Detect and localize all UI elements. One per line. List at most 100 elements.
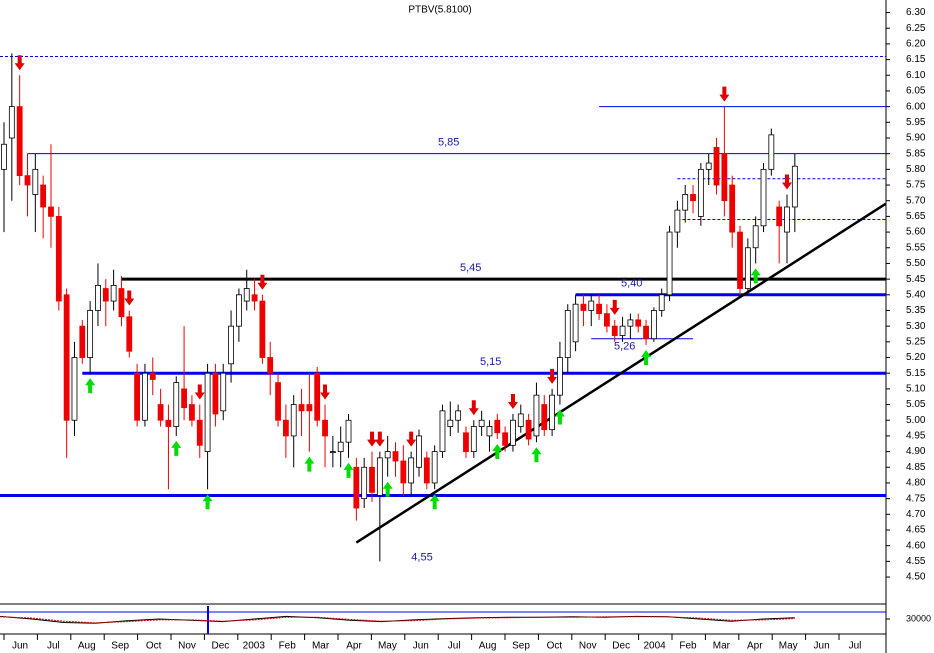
candle-body <box>564 310 571 358</box>
level-label: 5,26 <box>614 341 635 353</box>
y-tick-label: 5.80 <box>906 164 926 175</box>
candle-body <box>149 372 156 380</box>
sell-arrow <box>507 393 518 409</box>
candle-body <box>791 165 798 208</box>
x-tick-label: Dec <box>612 641 630 652</box>
candle-body <box>463 432 469 453</box>
candle-body <box>322 419 328 437</box>
candle-body <box>243 288 250 302</box>
y-tick-label: 5.35 <box>906 305 926 316</box>
x-tick-label: May <box>378 641 397 652</box>
candle-body <box>611 325 618 336</box>
x-tick-label: Nov <box>579 641 597 652</box>
level-label: 5,85 <box>438 137 459 149</box>
candle-body <box>455 410 462 421</box>
candle-body <box>760 168 767 227</box>
candle-body <box>235 294 242 327</box>
sell-arrow <box>374 431 385 447</box>
candle-body <box>729 184 736 233</box>
candle-body <box>55 215 62 302</box>
candle-body <box>40 184 47 208</box>
x-tick-label: Mar <box>713 641 731 652</box>
candle-body <box>48 206 54 217</box>
candle-body <box>196 419 203 446</box>
candle-body <box>784 206 790 233</box>
candle-body <box>314 372 321 421</box>
candle-body <box>416 435 422 468</box>
x-tick-label: 2004 <box>643 641 666 652</box>
candle-body <box>408 457 415 484</box>
candle-body <box>588 300 595 311</box>
candle-body <box>275 382 281 421</box>
y-tick-label: 5.10 <box>906 384 926 395</box>
candle-body <box>635 319 642 327</box>
sell-arrow <box>14 55 25 71</box>
x-tick-label: Sep <box>512 641 530 652</box>
candle-body <box>228 325 234 365</box>
candle-body <box>290 404 297 437</box>
level-label: 5,45 <box>460 262 481 274</box>
x-tick-label: Jul <box>47 641 60 652</box>
candle-body <box>329 451 336 454</box>
x-tick-label: Jul <box>448 641 461 652</box>
annotation: 4,55 <box>411 551 432 563</box>
x-tick-label: Jun <box>12 641 28 652</box>
candle-body <box>165 419 172 427</box>
buy-arrow <box>171 440 182 456</box>
y-tick-label: 5.70 <box>906 195 926 206</box>
y-tick-label: 5.00 <box>906 415 926 426</box>
y-tick-label: 4.95 <box>906 431 926 442</box>
y-tick-label: 4.55 <box>906 556 926 567</box>
candle-body <box>251 294 258 302</box>
osc-line <box>0 616 795 624</box>
candle-body <box>486 426 493 437</box>
candle-body <box>439 410 446 453</box>
sell-arrow <box>406 431 417 447</box>
candle-body <box>376 457 383 496</box>
y2-tick-label: 30000 <box>906 613 931 623</box>
candle-body <box>87 310 94 358</box>
candle-body <box>776 206 783 227</box>
candle-body <box>110 284 117 302</box>
y-tick-label: 6.20 <box>906 39 926 50</box>
candle-body <box>259 300 266 358</box>
sell-arrow <box>547 368 558 384</box>
candle-body <box>713 146 720 186</box>
candle-body <box>102 288 109 302</box>
candle-body <box>282 419 289 437</box>
candle-body <box>510 419 516 446</box>
candle-body <box>502 432 509 446</box>
y-tick-label: 6.25 <box>906 23 926 34</box>
candle-body <box>478 419 485 427</box>
x-tick-label: Apr <box>747 641 763 652</box>
sell-arrow <box>194 384 205 400</box>
candle-body <box>306 404 313 412</box>
buy-arrow <box>343 462 354 478</box>
candle-body <box>212 372 219 415</box>
sell-arrow <box>367 431 378 447</box>
x-tick-label: Feb <box>679 641 697 652</box>
candle-body <box>63 294 70 421</box>
buy-arrow <box>202 494 213 510</box>
candle-body <box>666 231 673 296</box>
buy-arrow <box>750 268 761 284</box>
x-tick-label: Sep <box>111 641 129 652</box>
candle-body <box>580 303 587 311</box>
candle-body <box>525 419 532 440</box>
x-tick-label: Oct <box>547 641 563 652</box>
candle-body <box>643 325 649 340</box>
candle-body <box>126 316 133 352</box>
candle-body <box>71 357 78 421</box>
candle-body <box>549 394 555 431</box>
y-tick-label: 4.50 <box>906 572 926 583</box>
y-tick-label: 5.05 <box>906 399 926 410</box>
candle-body <box>369 466 375 493</box>
y-tick-label: 5.30 <box>906 321 926 332</box>
y-tick-label: 4.85 <box>906 462 926 473</box>
candle-body <box>596 303 602 315</box>
candle-body <box>79 325 86 358</box>
level-label: 5,15 <box>480 356 501 368</box>
candle-body <box>423 457 430 484</box>
